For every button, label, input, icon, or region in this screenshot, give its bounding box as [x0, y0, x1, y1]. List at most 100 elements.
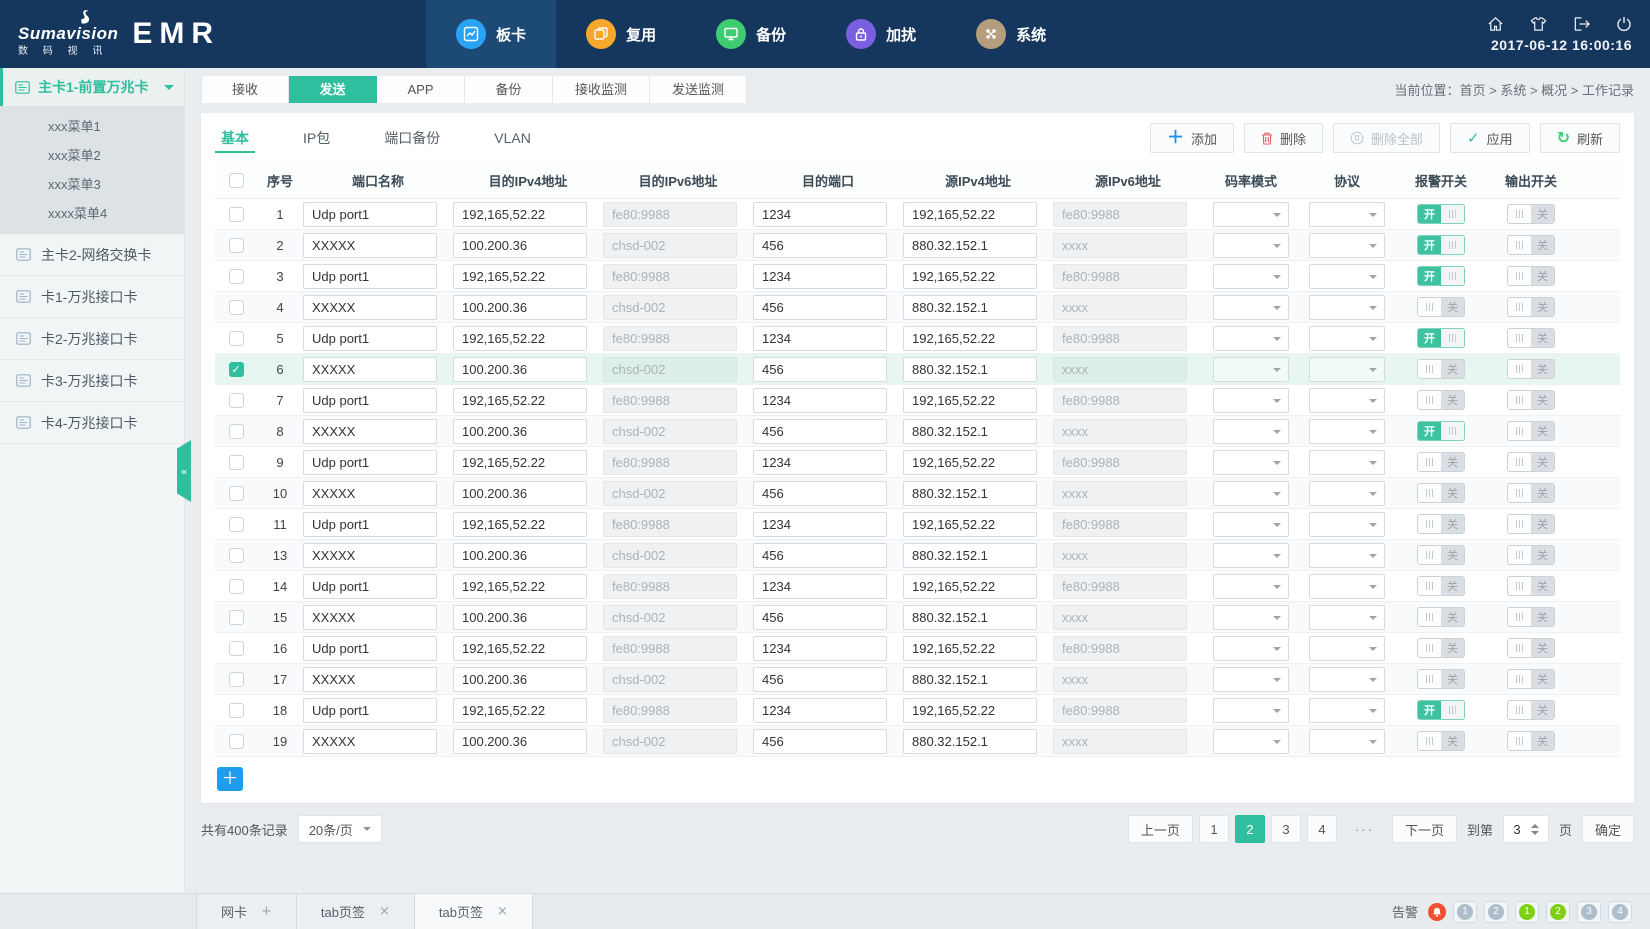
protocol-select[interactable]	[1309, 666, 1385, 692]
page-button-3[interactable]: 3	[1270, 815, 1301, 843]
sidebar-item-maincard2[interactable]: 主卡2-网络交换卡	[0, 234, 184, 276]
dst-port-input[interactable]	[753, 418, 887, 444]
output-toggle[interactable]: 关	[1507, 359, 1555, 379]
row-checkbox[interactable]	[228, 268, 244, 284]
alarm-toggle[interactable]: 开	[1417, 266, 1465, 286]
alarm-toggle[interactable]: 关	[1417, 731, 1465, 751]
dst-ipv4-input[interactable]	[453, 201, 587, 227]
sidebar-item-card4[interactable]: 卡4-万兆接口卡	[0, 402, 184, 444]
port-name-input[interactable]	[303, 232, 437, 258]
dst-ipv4-input[interactable]	[453, 263, 587, 289]
src-ipv4-input[interactable]	[903, 666, 1037, 692]
protocol-select[interactable]	[1309, 542, 1385, 568]
rate-mode-select[interactable]	[1213, 697, 1289, 723]
tab-receive-monitor[interactable]: 接收监测	[553, 76, 651, 103]
dst-ipv4-input[interactable]	[453, 511, 587, 537]
output-toggle[interactable]: 关	[1507, 576, 1555, 596]
dst-port-input[interactable]	[753, 480, 887, 506]
theme-icon[interactable]	[1530, 16, 1547, 32]
sidebar-subitem-menu4[interactable]: xxxx菜单4	[48, 206, 108, 221]
dst-ipv4-input[interactable]	[453, 480, 587, 506]
row-checkbox[interactable]	[228, 299, 244, 315]
row-checkbox[interactable]	[228, 454, 244, 470]
alarm-toggle[interactable]: 关	[1417, 607, 1465, 627]
close-icon[interactable]: ×	[496, 904, 508, 919]
port-name-input[interactable]	[303, 263, 437, 289]
port-name-input[interactable]	[303, 542, 437, 568]
protocol-select[interactable]	[1309, 449, 1385, 475]
nav-item-backup[interactable]: 备份	[686, 0, 816, 68]
output-toggle[interactable]: 关	[1507, 669, 1555, 689]
rate-mode-select[interactable]	[1213, 418, 1289, 444]
src-ipv4-input[interactable]	[903, 604, 1037, 630]
port-name-input[interactable]	[303, 449, 437, 475]
output-toggle[interactable]: 关	[1507, 266, 1555, 286]
output-toggle[interactable]: 关	[1507, 452, 1555, 472]
dst-ipv4-input[interactable]	[453, 325, 587, 351]
port-name-input[interactable]	[303, 418, 437, 444]
tab-receive[interactable]: 接收	[201, 76, 289, 103]
alarm-toggle[interactable]: 关	[1417, 483, 1465, 503]
rate-mode-select[interactable]	[1213, 232, 1289, 258]
dst-port-input[interactable]	[753, 356, 887, 382]
rate-mode-select[interactable]	[1213, 263, 1289, 289]
protocol-select[interactable]	[1309, 635, 1385, 661]
sidebar-item-card2[interactable]: 卡2-万兆接口卡	[0, 318, 184, 360]
dst-port-input[interactable]	[753, 449, 887, 475]
delete-button[interactable]: 删除	[1243, 123, 1323, 153]
output-toggle[interactable]: 关	[1507, 545, 1555, 565]
confirm-button[interactable]: 确定	[1581, 815, 1634, 843]
protocol-select[interactable]	[1309, 480, 1385, 506]
protocol-select[interactable]	[1309, 201, 1385, 227]
rate-mode-select[interactable]	[1213, 728, 1289, 754]
add-row-button[interactable]: ＋	[217, 767, 243, 791]
dst-ipv4-input[interactable]	[453, 449, 587, 475]
close-icon[interactable]: ×	[379, 904, 390, 919]
sidebar-item-card3[interactable]: 卡3-万兆接口卡	[0, 360, 184, 402]
dst-ipv4-input[interactable]	[453, 728, 587, 754]
port-name-input[interactable]	[303, 294, 437, 320]
port-name-input[interactable]	[303, 635, 437, 661]
src-ipv4-input[interactable]	[903, 294, 1037, 320]
dst-ipv4-input[interactable]	[453, 697, 587, 723]
row-checkbox[interactable]	[228, 609, 244, 625]
page-button-1[interactable]: 1	[1198, 815, 1229, 843]
src-ipv4-input[interactable]	[903, 573, 1037, 599]
output-toggle[interactable]: 关	[1507, 235, 1555, 255]
output-toggle[interactable]: 关	[1507, 638, 1555, 658]
dst-ipv4-input[interactable]	[453, 666, 587, 692]
src-ipv4-input[interactable]	[903, 542, 1037, 568]
alarm-toggle[interactable]: 关	[1417, 514, 1465, 534]
dst-ipv4-input[interactable]	[453, 387, 587, 413]
src-ipv4-input[interactable]	[903, 511, 1037, 537]
alarm-toggle[interactable]: 关	[1417, 452, 1465, 472]
apply-button[interactable]: ✓ 应用	[1449, 123, 1530, 153]
alarm-toggle[interactable]: 开	[1417, 235, 1465, 255]
alarm-toggle[interactable]: 关	[1417, 390, 1465, 410]
dst-port-input[interactable]	[753, 542, 887, 568]
row-checkbox[interactable]	[228, 516, 244, 532]
row-checkbox[interactable]	[228, 237, 244, 253]
port-name-input[interactable]	[303, 201, 437, 227]
row-checkbox[interactable]	[228, 392, 244, 408]
nav-item-scramble[interactable]: 加扰	[816, 0, 946, 68]
protocol-select[interactable]	[1309, 604, 1385, 630]
rate-mode-select[interactable]	[1213, 604, 1289, 630]
alarm-toggle[interactable]: 关	[1417, 576, 1465, 596]
src-ipv4-input[interactable]	[903, 356, 1037, 382]
add-tab-icon[interactable]: +	[261, 904, 272, 919]
power-icon[interactable]	[1616, 16, 1632, 32]
port-name-input[interactable]	[303, 604, 437, 630]
dst-port-input[interactable]	[753, 263, 887, 289]
src-ipv4-input[interactable]	[903, 232, 1037, 258]
dst-port-input[interactable]	[753, 728, 887, 754]
src-ipv4-input[interactable]	[903, 201, 1037, 227]
dst-port-input[interactable]	[753, 201, 887, 227]
bottom-tab-nic[interactable]: 网卡 +	[196, 894, 297, 929]
protocol-select[interactable]	[1309, 263, 1385, 289]
row-checkbox[interactable]	[228, 330, 244, 346]
dst-port-input[interactable]	[753, 666, 887, 692]
rate-mode-select[interactable]	[1213, 325, 1289, 351]
protocol-select[interactable]	[1309, 387, 1385, 413]
protocol-select[interactable]	[1309, 511, 1385, 537]
